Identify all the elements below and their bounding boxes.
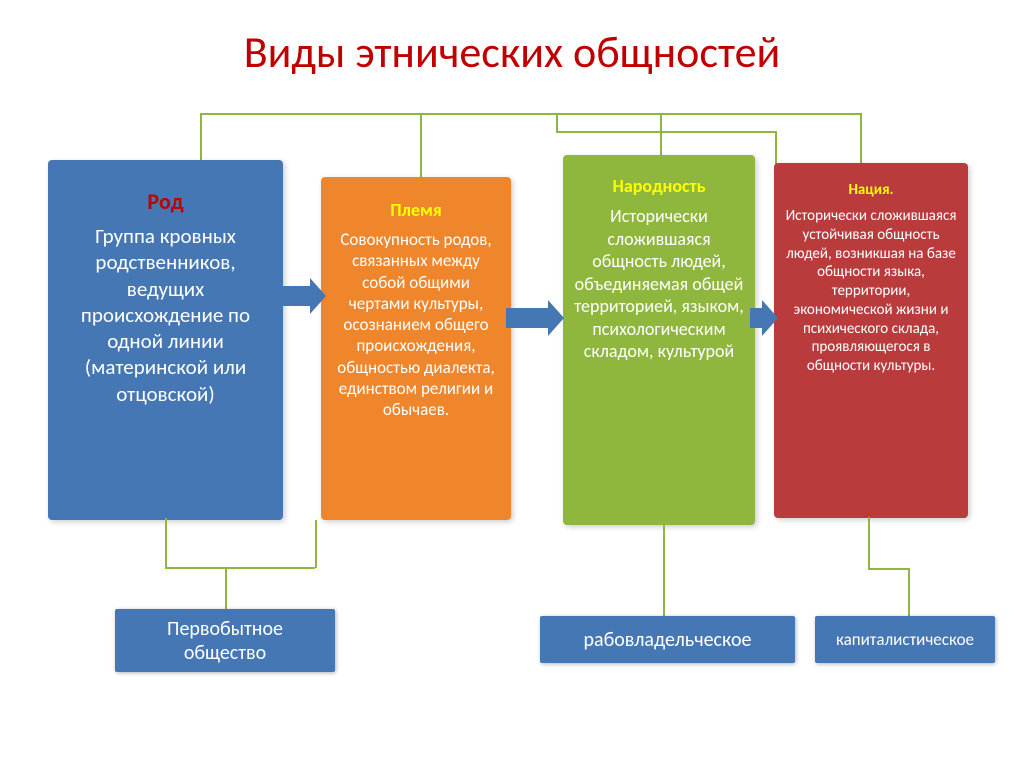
arrow-body (506, 308, 548, 328)
arrow-1 (506, 300, 564, 336)
connector-line (556, 113, 558, 131)
box-plemya: Племя Совокупность родов, связанных межд… (321, 177, 511, 520)
connector-line (868, 517, 870, 569)
arrow-head-icon (548, 300, 564, 336)
page-title: Виды этнических общностей (40, 25, 984, 79)
bottom-box-2: капиталистическое (815, 616, 995, 663)
box-text-rod: Группа кровных родственников, ведущих пр… (62, 223, 269, 407)
connector-line (420, 113, 422, 177)
box-title-narodnost: Народность (613, 175, 706, 197)
box-rod: Род Группа кровных родственников, ведущи… (48, 160, 283, 520)
connector-line (200, 113, 202, 161)
connector-line (860, 113, 862, 163)
arrow-0 (278, 278, 326, 314)
box-narodnost: Народность Исторически сложившаяся общно… (563, 155, 755, 525)
connector-line (315, 520, 317, 568)
connector-line (225, 567, 227, 610)
bottom-box-0: Первобытное общество (115, 609, 335, 672)
connector-line (165, 567, 315, 569)
connector-line (663, 524, 665, 617)
box-title-natsia: Нация. (848, 181, 893, 199)
slide-container: Виды этнических общностей Род Группа кро… (0, 0, 1024, 767)
connector-line (868, 568, 908, 570)
box-text-narodnost: Исторически сложившаяся общность людей, … (573, 205, 745, 363)
connector-line (165, 518, 167, 568)
connector-line (775, 131, 777, 164)
connector-line (660, 113, 662, 158)
connector-line (200, 113, 860, 115)
arrow-head-icon (762, 300, 778, 336)
box-title-plemya: Племя (390, 199, 442, 221)
arrow-body (750, 308, 762, 328)
box-text-natsia: Исторически сложившаяся устойчивая общно… (784, 207, 958, 376)
box-text-plemya: Совокупность родов, связанных между собо… (331, 229, 501, 420)
connector-line (556, 131, 776, 133)
bottom-box-1: рабовладельческое (540, 616, 795, 663)
arrow-2 (750, 300, 778, 336)
box-title-rod: Род (147, 188, 183, 215)
box-natsia: Нация. Исторически сложившаяся устойчива… (774, 163, 968, 518)
arrow-head-icon (310, 278, 326, 314)
arrow-body (278, 286, 310, 306)
connector-line (908, 568, 910, 617)
